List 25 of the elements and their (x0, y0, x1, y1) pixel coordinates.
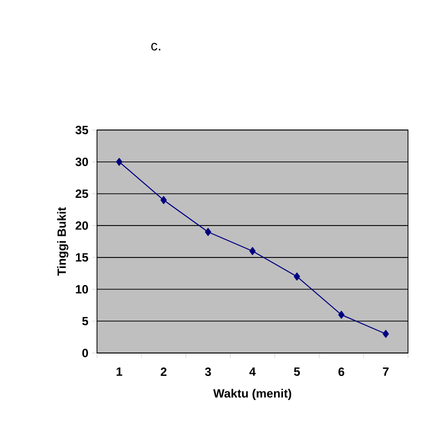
chart-title: c. (151, 42, 160, 51)
y-tick-label: 30 (75, 158, 88, 166)
x-tick-label: 4 (249, 368, 256, 376)
y-tick-label: 25 (76, 189, 88, 198)
x-tick-label: 1 (116, 368, 122, 376)
y-tick-label: 10 (76, 285, 88, 294)
x-tick-label: 3 (205, 368, 211, 376)
point (249, 247, 256, 256)
point (338, 310, 344, 319)
point (382, 330, 389, 338)
x-axis-title: Waktu (menit) (213, 388, 292, 400)
x-tick-label: 5 (294, 368, 300, 376)
point (204, 228, 212, 236)
point (116, 158, 122, 166)
x-tick-label: 2 (160, 368, 166, 376)
point (294, 272, 300, 281)
y-tick-label: 15 (76, 253, 88, 262)
y-axis-title: Tinggi Bukit (57, 207, 68, 276)
y-tick-label: 20 (76, 221, 88, 230)
y-tick-label: 35 (75, 126, 88, 134)
x-tick-label: 7 (382, 368, 389, 376)
x-tick-label: 6 (338, 368, 344, 376)
point (160, 196, 167, 204)
y-tick-label: 0 (82, 348, 88, 358)
y-tick-label: 5 (82, 316, 88, 326)
